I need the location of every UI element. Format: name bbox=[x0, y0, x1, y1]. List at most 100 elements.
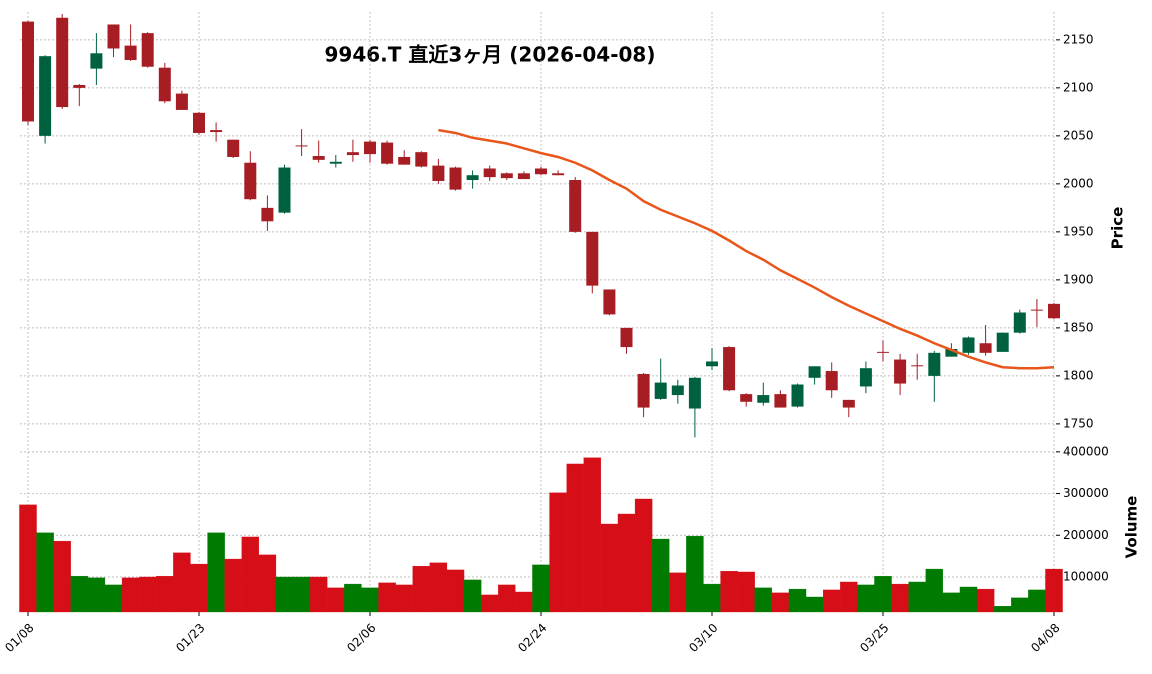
volume-bar bbox=[173, 552, 191, 613]
volume-bar bbox=[361, 587, 379, 613]
volume-tick-label: 200000 bbox=[1063, 528, 1109, 542]
volume-bar bbox=[976, 588, 995, 613]
volume-tick-label: 400000 bbox=[1063, 444, 1109, 458]
chart-title: 9946.T 直近3ヶ月 (2026-04-08) bbox=[325, 43, 656, 67]
volume-bar bbox=[292, 576, 311, 613]
candle-body bbox=[124, 45, 137, 61]
volume-bar bbox=[429, 562, 448, 613]
volume-bar bbox=[515, 591, 533, 613]
volume-bar bbox=[669, 572, 687, 613]
volume-bar bbox=[207, 532, 225, 613]
candle-body bbox=[1048, 303, 1060, 319]
candle-body bbox=[877, 351, 889, 353]
x-tick-label: 01/08 bbox=[2, 621, 36, 655]
x-tick-label: 01/23 bbox=[173, 621, 207, 655]
candle-body bbox=[654, 382, 667, 399]
volume-axis-label: Volume bbox=[1123, 496, 1141, 559]
candle-body bbox=[329, 161, 342, 164]
candle-body bbox=[381, 142, 394, 164]
y-axis-label: Price bbox=[1109, 207, 1127, 250]
candle-body bbox=[586, 231, 599, 286]
candle-body bbox=[73, 84, 86, 88]
x-tick-label: 03/10 bbox=[686, 621, 720, 655]
volume-bar bbox=[686, 535, 704, 613]
candle-body bbox=[1030, 309, 1043, 311]
volume-bar bbox=[549, 492, 567, 613]
volume-bar bbox=[857, 584, 875, 613]
candle-body bbox=[740, 394, 753, 402]
candle-body bbox=[261, 207, 274, 222]
candle-body bbox=[415, 152, 428, 167]
volume-bar bbox=[703, 583, 721, 613]
candle-body bbox=[603, 289, 616, 315]
volume-bar bbox=[942, 592, 961, 613]
volume-bar bbox=[138, 576, 157, 613]
volume-tick-label: 100000 bbox=[1063, 569, 1109, 583]
volume-bar bbox=[566, 463, 584, 613]
volume-bar bbox=[771, 592, 790, 613]
y-tick-label: 1900 bbox=[1063, 272, 1094, 286]
volume-bar bbox=[53, 540, 71, 613]
volume-bar bbox=[463, 579, 482, 613]
volume-bar bbox=[805, 596, 824, 613]
candle-body bbox=[346, 152, 359, 156]
volume-bar bbox=[327, 587, 345, 613]
y-tick-label: 1750 bbox=[1063, 416, 1094, 430]
volume-bar bbox=[70, 575, 89, 613]
volume-bar bbox=[634, 498, 653, 613]
y-tick-label: 1850 bbox=[1063, 320, 1094, 334]
candle-body bbox=[483, 168, 496, 178]
volume-bar bbox=[959, 586, 978, 613]
volume-bar bbox=[737, 571, 755, 613]
candle-body bbox=[979, 343, 992, 353]
volume-bar bbox=[241, 536, 260, 613]
candle-body bbox=[791, 384, 804, 407]
volume-bar bbox=[480, 594, 499, 613]
volume-tick-label: 300000 bbox=[1063, 486, 1109, 500]
y-tick-label: 1800 bbox=[1063, 368, 1094, 382]
candle-body bbox=[39, 56, 52, 136]
candle-body bbox=[244, 162, 257, 200]
volume-bar bbox=[1028, 589, 1046, 613]
candle-body bbox=[757, 395, 770, 403]
volume-bar bbox=[891, 583, 909, 613]
volume-bar bbox=[754, 587, 773, 613]
candle-body bbox=[535, 168, 547, 175]
volume-bar bbox=[378, 582, 396, 613]
volume-bar bbox=[498, 584, 516, 613]
candle-body bbox=[141, 33, 154, 67]
candle-body bbox=[706, 361, 718, 367]
volume-bar bbox=[121, 577, 140, 613]
candle-body bbox=[569, 180, 582, 232]
volume-bar bbox=[1011, 597, 1029, 613]
candle-body bbox=[1013, 312, 1026, 333]
volume-bar bbox=[258, 554, 277, 613]
candle-body bbox=[398, 156, 411, 165]
volume-bar bbox=[446, 569, 465, 613]
candle-body bbox=[227, 139, 240, 157]
candle-body bbox=[158, 67, 171, 102]
candle-body bbox=[774, 394, 787, 408]
volume-bar bbox=[104, 584, 123, 613]
volume-bar bbox=[908, 581, 926, 613]
volume-bar bbox=[275, 576, 294, 613]
volume-bar bbox=[720, 570, 738, 613]
y-tick-label: 2150 bbox=[1063, 32, 1094, 46]
y-tick-label: 1950 bbox=[1063, 224, 1094, 238]
volume-bar bbox=[309, 576, 328, 613]
candle-body bbox=[295, 145, 308, 147]
candle-body bbox=[175, 93, 188, 110]
candle-body bbox=[723, 347, 736, 391]
volume-bar bbox=[344, 583, 362, 613]
volume-bar bbox=[87, 577, 106, 613]
candle-body bbox=[688, 377, 701, 409]
candle-body bbox=[842, 399, 855, 408]
candle-body bbox=[90, 53, 103, 69]
candle-body bbox=[517, 173, 530, 180]
volume-bar bbox=[600, 523, 619, 613]
x-tick-label: 02/24 bbox=[515, 621, 549, 655]
y-tick-label: 2100 bbox=[1063, 80, 1094, 94]
candle-body bbox=[312, 156, 325, 160]
volume-bar bbox=[994, 606, 1012, 613]
